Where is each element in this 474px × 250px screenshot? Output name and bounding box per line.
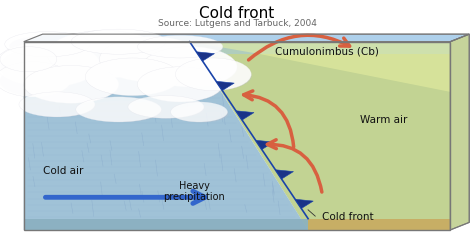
Text: Heavy
precipitation: Heavy precipitation — [164, 180, 225, 202]
Ellipse shape — [132, 100, 204, 119]
Ellipse shape — [0, 67, 72, 97]
Polygon shape — [275, 170, 293, 179]
Text: Cold air: Cold air — [43, 165, 83, 175]
Ellipse shape — [0, 48, 100, 86]
Ellipse shape — [47, 31, 161, 79]
Ellipse shape — [142, 40, 223, 59]
Ellipse shape — [9, 36, 90, 58]
Polygon shape — [24, 35, 469, 42]
Ellipse shape — [142, 48, 237, 88]
Text: Cold front: Cold front — [322, 211, 374, 221]
Text: Source: Lutgens and Tarbuck, 2004: Source: Lutgens and Tarbuck, 2004 — [157, 19, 317, 28]
Polygon shape — [255, 141, 274, 150]
Ellipse shape — [19, 92, 95, 118]
Text: Warm air: Warm air — [360, 115, 408, 125]
Polygon shape — [24, 42, 308, 230]
Polygon shape — [190, 42, 450, 92]
Ellipse shape — [0, 62, 71, 98]
Ellipse shape — [90, 64, 180, 96]
Ellipse shape — [180, 63, 252, 91]
Ellipse shape — [4, 51, 58, 72]
Ellipse shape — [23, 96, 95, 117]
Polygon shape — [24, 42, 450, 55]
Ellipse shape — [53, 37, 161, 77]
Ellipse shape — [104, 43, 204, 81]
Ellipse shape — [128, 96, 204, 119]
Polygon shape — [236, 111, 254, 120]
Ellipse shape — [5, 32, 90, 58]
Polygon shape — [196, 52, 215, 62]
Polygon shape — [295, 200, 313, 209]
Ellipse shape — [80, 102, 161, 123]
Ellipse shape — [100, 38, 204, 82]
Polygon shape — [450, 35, 469, 230]
Ellipse shape — [137, 36, 223, 59]
Ellipse shape — [174, 106, 228, 123]
Ellipse shape — [85, 59, 180, 96]
Ellipse shape — [175, 59, 251, 91]
Ellipse shape — [76, 34, 166, 55]
Ellipse shape — [0, 48, 57, 72]
Polygon shape — [24, 219, 308, 230]
Ellipse shape — [71, 30, 166, 55]
Polygon shape — [216, 82, 234, 91]
Text: Cumulonimbus (Cb): Cumulonimbus (Cb) — [275, 46, 379, 56]
Ellipse shape — [142, 72, 223, 102]
Ellipse shape — [137, 68, 223, 102]
Ellipse shape — [24, 66, 119, 104]
Text: Cold front: Cold front — [200, 6, 274, 21]
Ellipse shape — [0, 42, 100, 88]
Polygon shape — [190, 42, 450, 230]
Ellipse shape — [28, 71, 118, 103]
Ellipse shape — [76, 98, 161, 122]
Polygon shape — [308, 219, 450, 230]
Ellipse shape — [171, 102, 228, 122]
Ellipse shape — [147, 52, 237, 86]
